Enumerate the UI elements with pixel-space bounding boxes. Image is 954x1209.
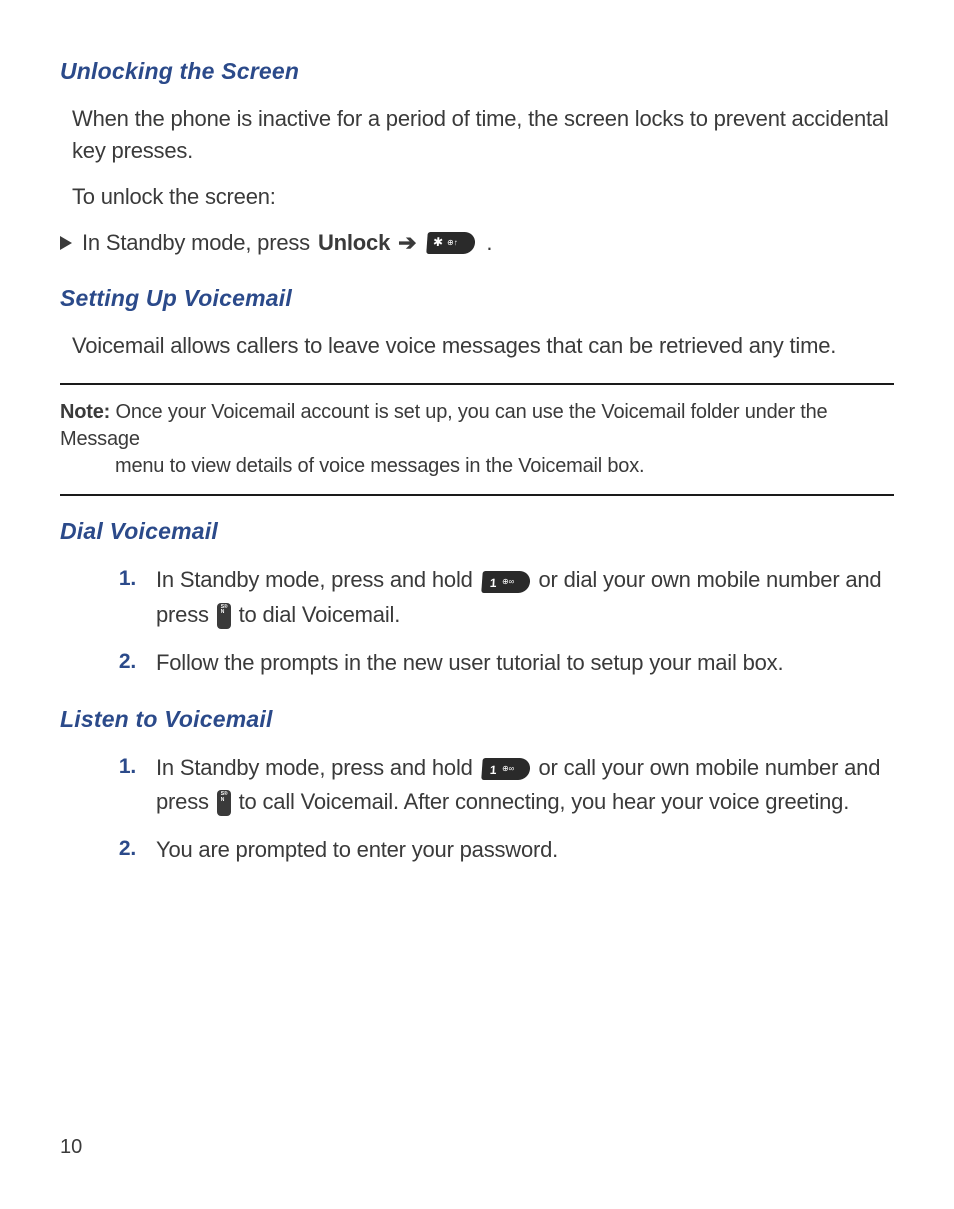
list-number: 1. xyxy=(96,563,136,596)
bullet-bold-unlock: Unlock xyxy=(318,227,390,259)
list-item: 1. In Standby mode, press and hold or di… xyxy=(96,563,894,631)
bullet-period: . xyxy=(486,227,492,259)
list-item: 2. Follow the prompts in the new user tu… xyxy=(96,646,894,680)
star-key-icon xyxy=(427,232,477,254)
li-text: Follow the prompts in the new user tutor… xyxy=(156,650,783,675)
li-text-a: In Standby mode, press and hold xyxy=(156,755,479,780)
bullet-text-prefix: In Standby mode, press xyxy=(82,227,310,259)
li-text-a: In Standby mode, press and hold xyxy=(156,567,479,592)
page-number: 10 xyxy=(60,1136,82,1159)
list-number: 2. xyxy=(96,833,136,866)
heading-dial-voicemail: Dial Voicemail xyxy=(60,518,894,545)
bullet-unlock: In Standby mode, press Unlock ➔ . xyxy=(60,227,894,259)
note-line2: menu to view details of voice messages i… xyxy=(60,453,894,480)
note-line1: Once your Voicemail account is set up, y… xyxy=(60,401,827,450)
listen-voicemail-list: 1. In Standby mode, press and hold or ca… xyxy=(60,751,894,867)
arrow-right-icon: ➔ xyxy=(398,227,416,259)
note-text: Note: Once your Voicemail account is set… xyxy=(60,399,894,480)
heading-voicemail-setup: Setting Up Voicemail xyxy=(60,285,894,312)
one-key-icon xyxy=(481,758,531,780)
list-number: 1. xyxy=(96,751,136,784)
para-voicemail-1: Voicemail allows callers to leave voice … xyxy=(60,330,894,362)
para-unlock-1: When the phone is inactive for a period … xyxy=(60,103,894,167)
heading-unlocking: Unlocking the Screen xyxy=(60,58,894,85)
send-key-icon xyxy=(217,603,231,629)
triangle-bullet-icon xyxy=(60,236,72,250)
note-label: Note: xyxy=(60,401,110,423)
one-key-icon xyxy=(481,571,531,593)
list-item: 2. You are prompted to enter your passwo… xyxy=(96,833,894,867)
send-key-icon xyxy=(217,790,231,816)
note-box: Note: Once your Voicemail account is set… xyxy=(60,383,894,496)
li-text-c: to call Voicemail. After connecting, you… xyxy=(239,789,849,814)
li-text-c: to dial Voicemail. xyxy=(239,602,401,627)
list-item: 1. In Standby mode, press and hold or ca… xyxy=(96,751,894,819)
li-text: You are prompted to enter your password. xyxy=(156,837,558,862)
dial-voicemail-list: 1. In Standby mode, press and hold or di… xyxy=(60,563,894,679)
heading-listen-voicemail: Listen to Voicemail xyxy=(60,706,894,733)
list-number: 2. xyxy=(96,646,136,679)
para-unlock-2: To unlock the screen: xyxy=(60,181,894,213)
